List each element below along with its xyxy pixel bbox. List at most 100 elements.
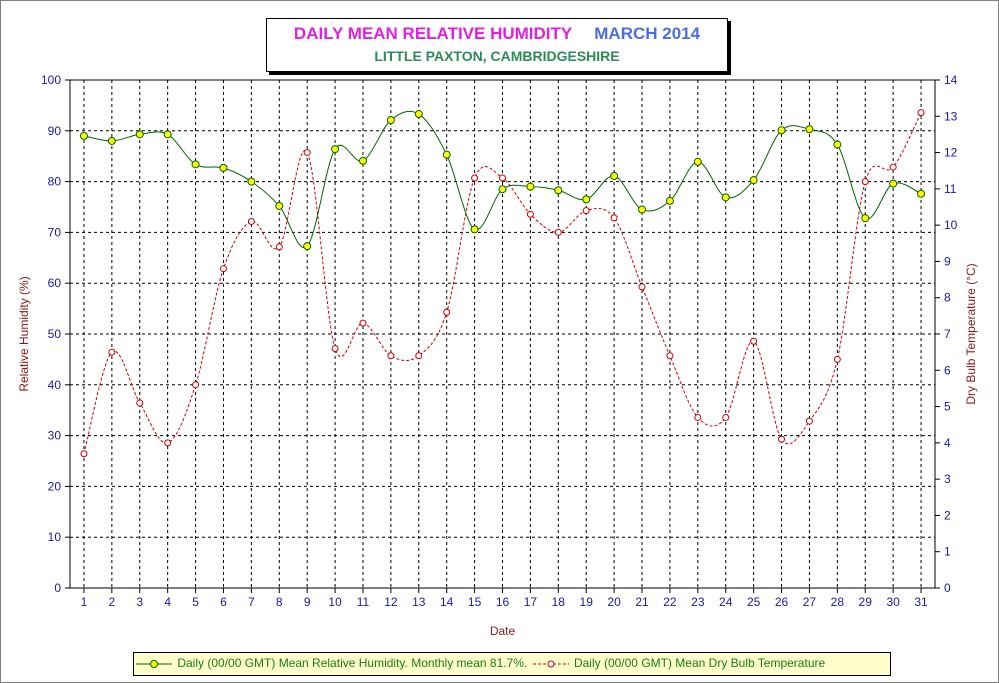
x-tick-label: 28: [831, 595, 845, 609]
data-point-temperature: [917, 109, 925, 117]
data-point-humidity: [79, 131, 88, 140]
x-tick-label: 29: [859, 595, 873, 609]
data-point-humidity: [889, 179, 898, 188]
x-tick-label: 9: [304, 595, 311, 609]
y-tick-label-right: 5: [944, 400, 951, 414]
y-tick-label-right: 11: [944, 182, 957, 196]
data-point-temperature: [359, 319, 367, 327]
data-point-temperature: [415, 352, 423, 360]
legend-swatch-temperature: [532, 660, 569, 668]
x-tick-label: 1: [81, 595, 88, 609]
data-point-humidity: [498, 185, 507, 194]
data-point-humidity: [721, 193, 730, 202]
data-point-temperature: [805, 417, 813, 425]
data-point-humidity: [777, 126, 786, 135]
y-tick-label-left: 70: [48, 225, 62, 239]
x-tick-label: 6: [220, 595, 227, 609]
x-axis-label: Date: [490, 624, 516, 638]
x-tick-label: 12: [384, 595, 398, 609]
data-point-humidity: [135, 130, 144, 139]
chart-title-box: DAILY MEAN RELATIVE HUMIDITY MARCH 2014 L…: [266, 18, 728, 72]
y-tick-label-left: 60: [48, 276, 62, 290]
data-point-humidity: [219, 163, 228, 172]
data-point-temperature: [554, 228, 562, 236]
legend-item-humidity: Daily (00/00 GMT) Mean Relative Humidity…: [134, 656, 527, 670]
title-line: DAILY MEAN RELATIVE HUMIDITY MARCH 2014: [267, 24, 727, 44]
data-point-temperature: [303, 149, 311, 157]
data-point-humidity: [386, 116, 395, 125]
data-point-humidity: [833, 140, 842, 149]
y-tick-label-right: 0: [944, 581, 951, 595]
y-tick-label-right: 10: [944, 218, 958, 232]
x-tick-label: 11: [357, 595, 370, 609]
legend-label-temperature: Daily (00/00 GMT) Mean Dry Bulb Temperat…: [573, 656, 826, 670]
data-point-temperature: [247, 218, 255, 226]
y-tick-label-right: 7: [944, 327, 951, 341]
data-point-humidity: [358, 156, 367, 165]
x-tick-label: 31: [914, 595, 928, 609]
data-point-temperature: [526, 210, 534, 218]
data-point-temperature: [164, 439, 172, 447]
data-point-temperature: [192, 381, 200, 389]
x-tick-label: 10: [328, 595, 342, 609]
legend-item-temperature: Daily (00/00 GMT) Mean Dry Bulb Temperat…: [531, 656, 826, 670]
x-tick-label: 25: [747, 595, 761, 609]
data-point-temperature: [610, 214, 618, 222]
y-tick-label-right: 2: [944, 508, 951, 522]
chart-subtitle: LITTLE PAXTON, CAMBRIDGESHIRE: [374, 48, 620, 64]
legend-label-humidity: Daily (00/00 GMT) Mean Relative Humidity…: [177, 656, 528, 670]
data-point-temperature: [471, 174, 479, 182]
x-tick-label: 30: [886, 595, 900, 609]
y-tick-label-left: 40: [48, 378, 62, 392]
data-point-temperature: [722, 413, 730, 421]
x-tick-label: 18: [552, 595, 566, 609]
y-tick-label-left: 20: [48, 479, 62, 493]
data-point-humidity: [638, 205, 647, 214]
data-point-humidity: [191, 160, 200, 169]
x-tick-label: 2: [109, 595, 116, 609]
x-tick-label: 27: [803, 595, 817, 609]
chart-period: MARCH 2014: [594, 24, 701, 43]
data-point-temperature: [443, 308, 451, 316]
data-point-humidity: [470, 225, 479, 234]
y-tick-label-left: 50: [48, 327, 62, 341]
y-tick-label-left: 0: [54, 581, 61, 595]
x-tick-label: 5: [192, 595, 199, 609]
y-axis-label-left: Relative Humidity (%): [17, 276, 31, 391]
data-point-temperature: [861, 178, 869, 186]
y-tick-label-right: 8: [944, 291, 951, 305]
data-point-temperature: [275, 243, 283, 251]
y-tick-label-right: 6: [944, 363, 951, 377]
x-tick-label: 8: [276, 595, 283, 609]
data-point-humidity: [610, 172, 619, 181]
data-point-temperature: [136, 399, 144, 407]
y-tick-label-left: 100: [41, 73, 61, 87]
data-point-humidity: [247, 177, 256, 186]
x-tick-label: 17: [524, 595, 538, 609]
y-tick-label-right: 4: [944, 436, 951, 450]
x-tick-label: 3: [136, 595, 143, 609]
data-point-humidity: [554, 186, 563, 195]
data-point-temperature: [694, 413, 702, 421]
x-tick-label: 21: [635, 595, 649, 609]
data-point-temperature: [666, 352, 674, 360]
y-tick-label-right: 12: [944, 146, 958, 160]
data-point-humidity: [526, 182, 535, 191]
x-tick-label: 4: [164, 595, 171, 609]
data-point-temperature: [331, 345, 339, 353]
data-point-temperature: [387, 352, 395, 360]
data-point-temperature: [778, 435, 786, 443]
data-point-temperature: [219, 265, 227, 273]
data-point-humidity: [861, 214, 870, 223]
data-point-humidity: [163, 130, 172, 139]
y-tick-label-right: 14: [944, 73, 958, 87]
data-point-temperature: [108, 348, 116, 356]
y-tick-label-left: 80: [48, 175, 62, 189]
y-tick-label-left: 10: [48, 530, 62, 544]
y-tick-label-right: 3: [944, 472, 951, 486]
y-tick-label-right: 9: [944, 254, 951, 268]
data-point-temperature: [80, 450, 88, 458]
x-tick-label: 22: [663, 595, 677, 609]
y-tick-label-left: 90: [48, 124, 62, 138]
